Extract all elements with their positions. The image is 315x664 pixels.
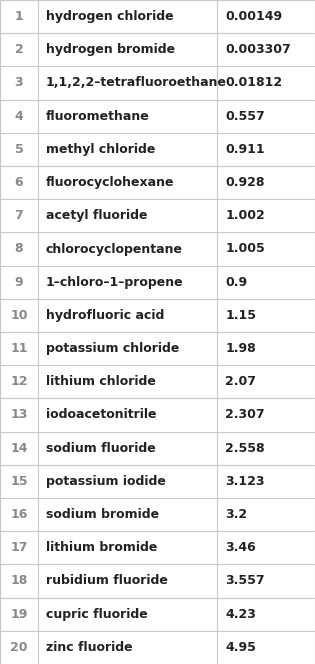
Text: 4.95: 4.95	[225, 641, 256, 654]
Text: 11: 11	[10, 342, 28, 355]
Text: rubidium fluoride: rubidium fluoride	[46, 574, 168, 588]
Text: 12: 12	[10, 375, 28, 388]
Text: 10: 10	[10, 309, 28, 322]
Text: 0.928: 0.928	[225, 176, 265, 189]
Text: sodium fluoride: sodium fluoride	[46, 442, 155, 455]
Text: 18: 18	[10, 574, 28, 588]
Text: 8: 8	[14, 242, 23, 256]
Text: 3.123: 3.123	[225, 475, 265, 488]
Text: 3.2: 3.2	[225, 508, 247, 521]
Text: lithium bromide: lithium bromide	[46, 541, 157, 554]
Text: 0.003307: 0.003307	[225, 43, 291, 56]
Text: 0.01812: 0.01812	[225, 76, 282, 90]
Text: 9: 9	[14, 276, 23, 289]
Text: lithium chloride: lithium chloride	[46, 375, 156, 388]
Text: 13: 13	[10, 408, 28, 422]
Text: chlorocyclopentane: chlorocyclopentane	[46, 242, 183, 256]
Text: 1–chloro–1–propene: 1–chloro–1–propene	[46, 276, 183, 289]
Text: 4.23: 4.23	[225, 608, 256, 621]
Text: 14: 14	[10, 442, 28, 455]
Text: hydrofluoric acid: hydrofluoric acid	[46, 309, 164, 322]
Text: 3: 3	[14, 76, 23, 90]
Text: iodoacetonitrile: iodoacetonitrile	[46, 408, 156, 422]
Text: 3.557: 3.557	[225, 574, 265, 588]
Text: 19: 19	[10, 608, 28, 621]
Text: 2.07: 2.07	[225, 375, 256, 388]
Text: 7: 7	[14, 209, 23, 222]
Text: 16: 16	[10, 508, 28, 521]
Text: hydrogen chloride: hydrogen chloride	[46, 10, 173, 23]
Text: 0.00149: 0.00149	[225, 10, 282, 23]
Text: 0.557: 0.557	[225, 110, 265, 123]
Text: fluorocyclohexane: fluorocyclohexane	[46, 176, 174, 189]
Text: zinc fluoride: zinc fluoride	[46, 641, 132, 654]
Text: methyl chloride: methyl chloride	[46, 143, 155, 156]
Text: 0.9: 0.9	[225, 276, 247, 289]
Text: 1.98: 1.98	[225, 342, 256, 355]
Text: 20: 20	[10, 641, 28, 654]
Text: 3.46: 3.46	[225, 541, 256, 554]
Text: 1.002: 1.002	[225, 209, 265, 222]
Text: acetyl fluoride: acetyl fluoride	[46, 209, 147, 222]
Text: 1: 1	[14, 10, 23, 23]
Text: sodium bromide: sodium bromide	[46, 508, 159, 521]
Text: 2.558: 2.558	[225, 442, 265, 455]
Text: fluoromethane: fluoromethane	[46, 110, 149, 123]
Text: cupric fluoride: cupric fluoride	[46, 608, 147, 621]
Text: 5: 5	[14, 143, 23, 156]
Text: 2.307: 2.307	[225, 408, 265, 422]
Text: 1.005: 1.005	[225, 242, 265, 256]
Text: hydrogen bromide: hydrogen bromide	[46, 43, 175, 56]
Text: potassium chloride: potassium chloride	[46, 342, 179, 355]
Text: 4: 4	[14, 110, 23, 123]
Text: potassium iodide: potassium iodide	[46, 475, 166, 488]
Text: 2: 2	[14, 43, 23, 56]
Text: 17: 17	[10, 541, 28, 554]
Text: 1,1,2,2–tetrafluoroethane: 1,1,2,2–tetrafluoroethane	[46, 76, 227, 90]
Text: 1.15: 1.15	[225, 309, 256, 322]
Text: 0.911: 0.911	[225, 143, 265, 156]
Text: 15: 15	[10, 475, 28, 488]
Text: 6: 6	[14, 176, 23, 189]
